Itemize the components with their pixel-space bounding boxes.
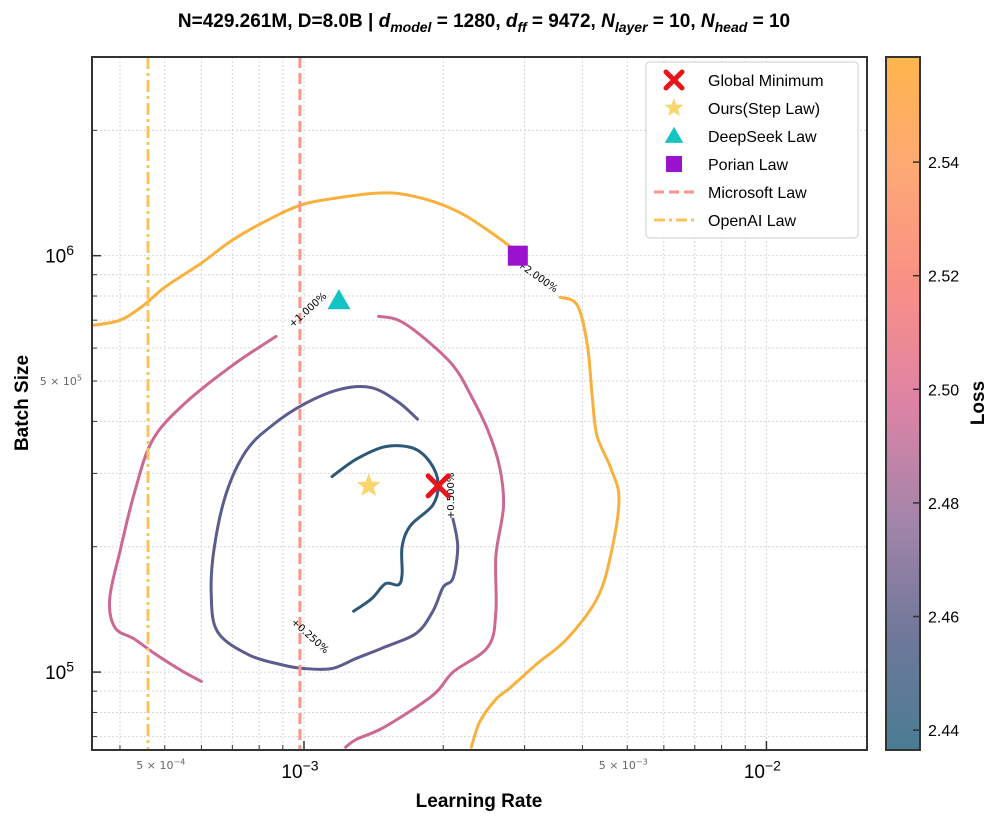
contour-label: +0.500% [446, 473, 457, 520]
legend-label: Global Minimum [708, 73, 824, 90]
colorbar-tick-label: 2.54 [928, 155, 959, 172]
y-axis-label: Batch Size [12, 355, 33, 451]
legend-marker-square [666, 156, 682, 172]
law-lines [146, 57, 302, 750]
y-tick-label: 105 [45, 658, 74, 684]
colorbar: 2.44 2.46 2.48 2.50 2.52 2.54 Loss [885, 56, 989, 751]
colorbar-tick-label: 2.50 [928, 382, 959, 399]
x-tick-label: 10−2 [744, 757, 781, 783]
law-markers [327, 245, 528, 499]
axis-ticks: 10−3 10−2 5 × 10−4 5 × 10−3 105 106 5 × 105 [40, 56, 781, 783]
colorbar-tick-label: 2.44 [928, 723, 959, 740]
colorbar-gradient [885, 56, 921, 751]
y-minor-tick-label: 5 × 105 [40, 374, 82, 388]
legend-label: OpenAI Law [708, 213, 797, 230]
contour-labels: +1.000%+0.500%+0.250%+2.000% [287, 259, 559, 656]
y-tick-label: 106 [45, 242, 74, 268]
contour-label: +0.250% [289, 617, 331, 656]
x-tick-label: 10−3 [281, 757, 318, 783]
plot-area: +1.000%+0.500%+0.250%+2.000% [92, 57, 621, 750]
colorbar-tick-label: 2.46 [928, 610, 959, 627]
colorbar-tick-label: 2.48 [928, 496, 959, 513]
legend-label: Porian Law [708, 157, 788, 174]
contour-line [209, 384, 460, 671]
x-minor-tick-label: 5 × 10−3 [599, 758, 648, 772]
chart-title: N=429.261M, D=8.0B | dmodel = 1280, dff … [178, 11, 790, 35]
contour-line [92, 191, 513, 327]
contour-lines [92, 191, 621, 749]
plot-frame [91, 56, 868, 751]
legend-label: Microsoft Law [708, 185, 807, 202]
marker-triangle [327, 289, 351, 310]
colorbar-label: Loss [968, 381, 989, 425]
legend-label: DeepSeek Law [708, 129, 817, 146]
legend-label: Ours(Step Law) [708, 101, 820, 118]
legend-marker-triangle [664, 126, 684, 143]
legend-marker-x [663, 69, 685, 91]
grid-lines [92, 56, 867, 750]
contour-label: +1.000% [287, 291, 329, 330]
contour-line [469, 295, 621, 749]
legend-marker-star [664, 98, 684, 117]
x-axis-label: Learning Rate [416, 791, 543, 812]
colorbar-tick-label: 2.52 [928, 269, 959, 286]
x-minor-tick-label: 5 × 10−4 [136, 758, 185, 772]
contour-line [344, 314, 506, 749]
contour-line [107, 334, 278, 683]
marker-x [425, 473, 451, 499]
contour-line [330, 444, 440, 613]
legend: Global Minimum Ours(Step Law) DeepSeek Law… [645, 61, 859, 239]
marker-square [507, 245, 528, 266]
marker-star [356, 473, 381, 496]
legend-box [645, 61, 859, 239]
